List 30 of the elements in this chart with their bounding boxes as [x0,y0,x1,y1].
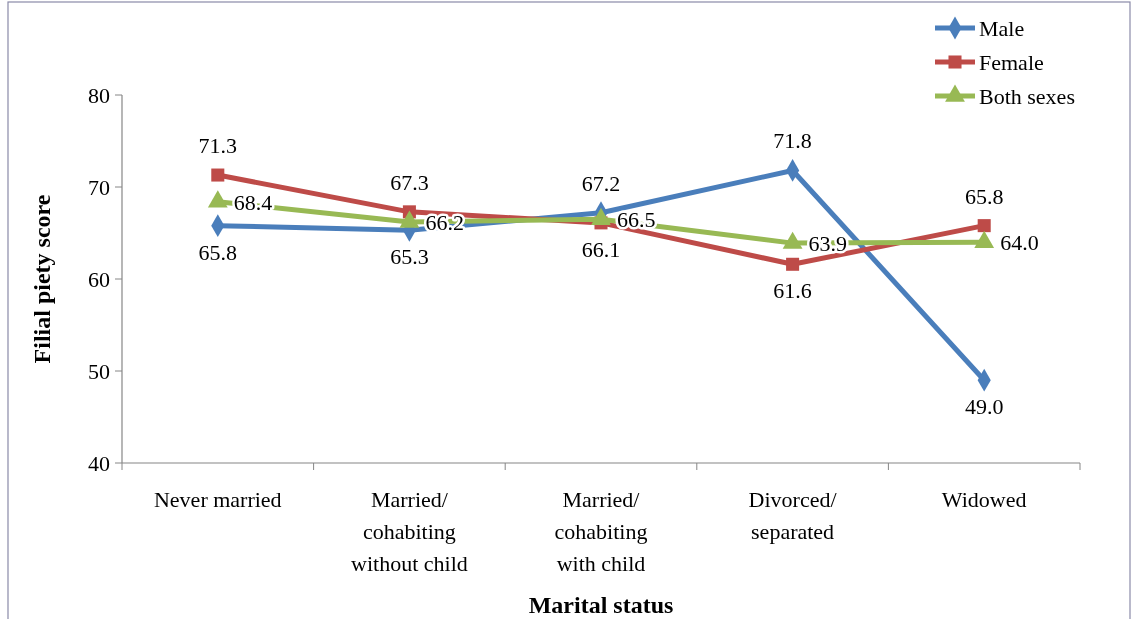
data-label: 71.3 [198,133,238,159]
legend-label: Male [979,15,1025,41]
y-tick-label: 70 [88,174,110,200]
point [786,257,800,271]
data-label: 61.6 [773,278,812,304]
data-label: 64.0 [1000,230,1039,256]
data-label: 65.3 [390,244,429,270]
data-label: 65.8 [198,239,238,265]
x-axis-title: Marital status [528,592,674,618]
x-tick-label: Widowed [941,487,1027,512]
y-tick-label: 60 [88,266,110,292]
data-label: 49.0 [964,394,1004,420]
y-tick-label: 40 [88,450,110,476]
x-tick-label: Married/ cohabiting with child [554,487,648,576]
x-tick-label: Divorced/ separated [748,487,838,544]
point [977,219,991,233]
data-label: 66.1 [581,236,621,262]
data-label: 67.3 [390,169,429,195]
x-tick-label: Married/ cohabiting without child [351,487,468,576]
point [211,168,225,182]
y-tick-label: 50 [88,358,110,384]
data-label: 63.9 [808,231,848,257]
data-label: 65.8 [964,183,1004,209]
data-label: 71.8 [773,128,812,154]
x-tick-label: Never married [153,487,282,512]
data-label: 67.2 [581,170,621,196]
y-axis-title: Filial piety score [29,194,55,364]
legend-label: Both sexes [979,83,1075,109]
legend-label: Female [979,49,1044,75]
y-tick-label: 80 [88,82,110,108]
